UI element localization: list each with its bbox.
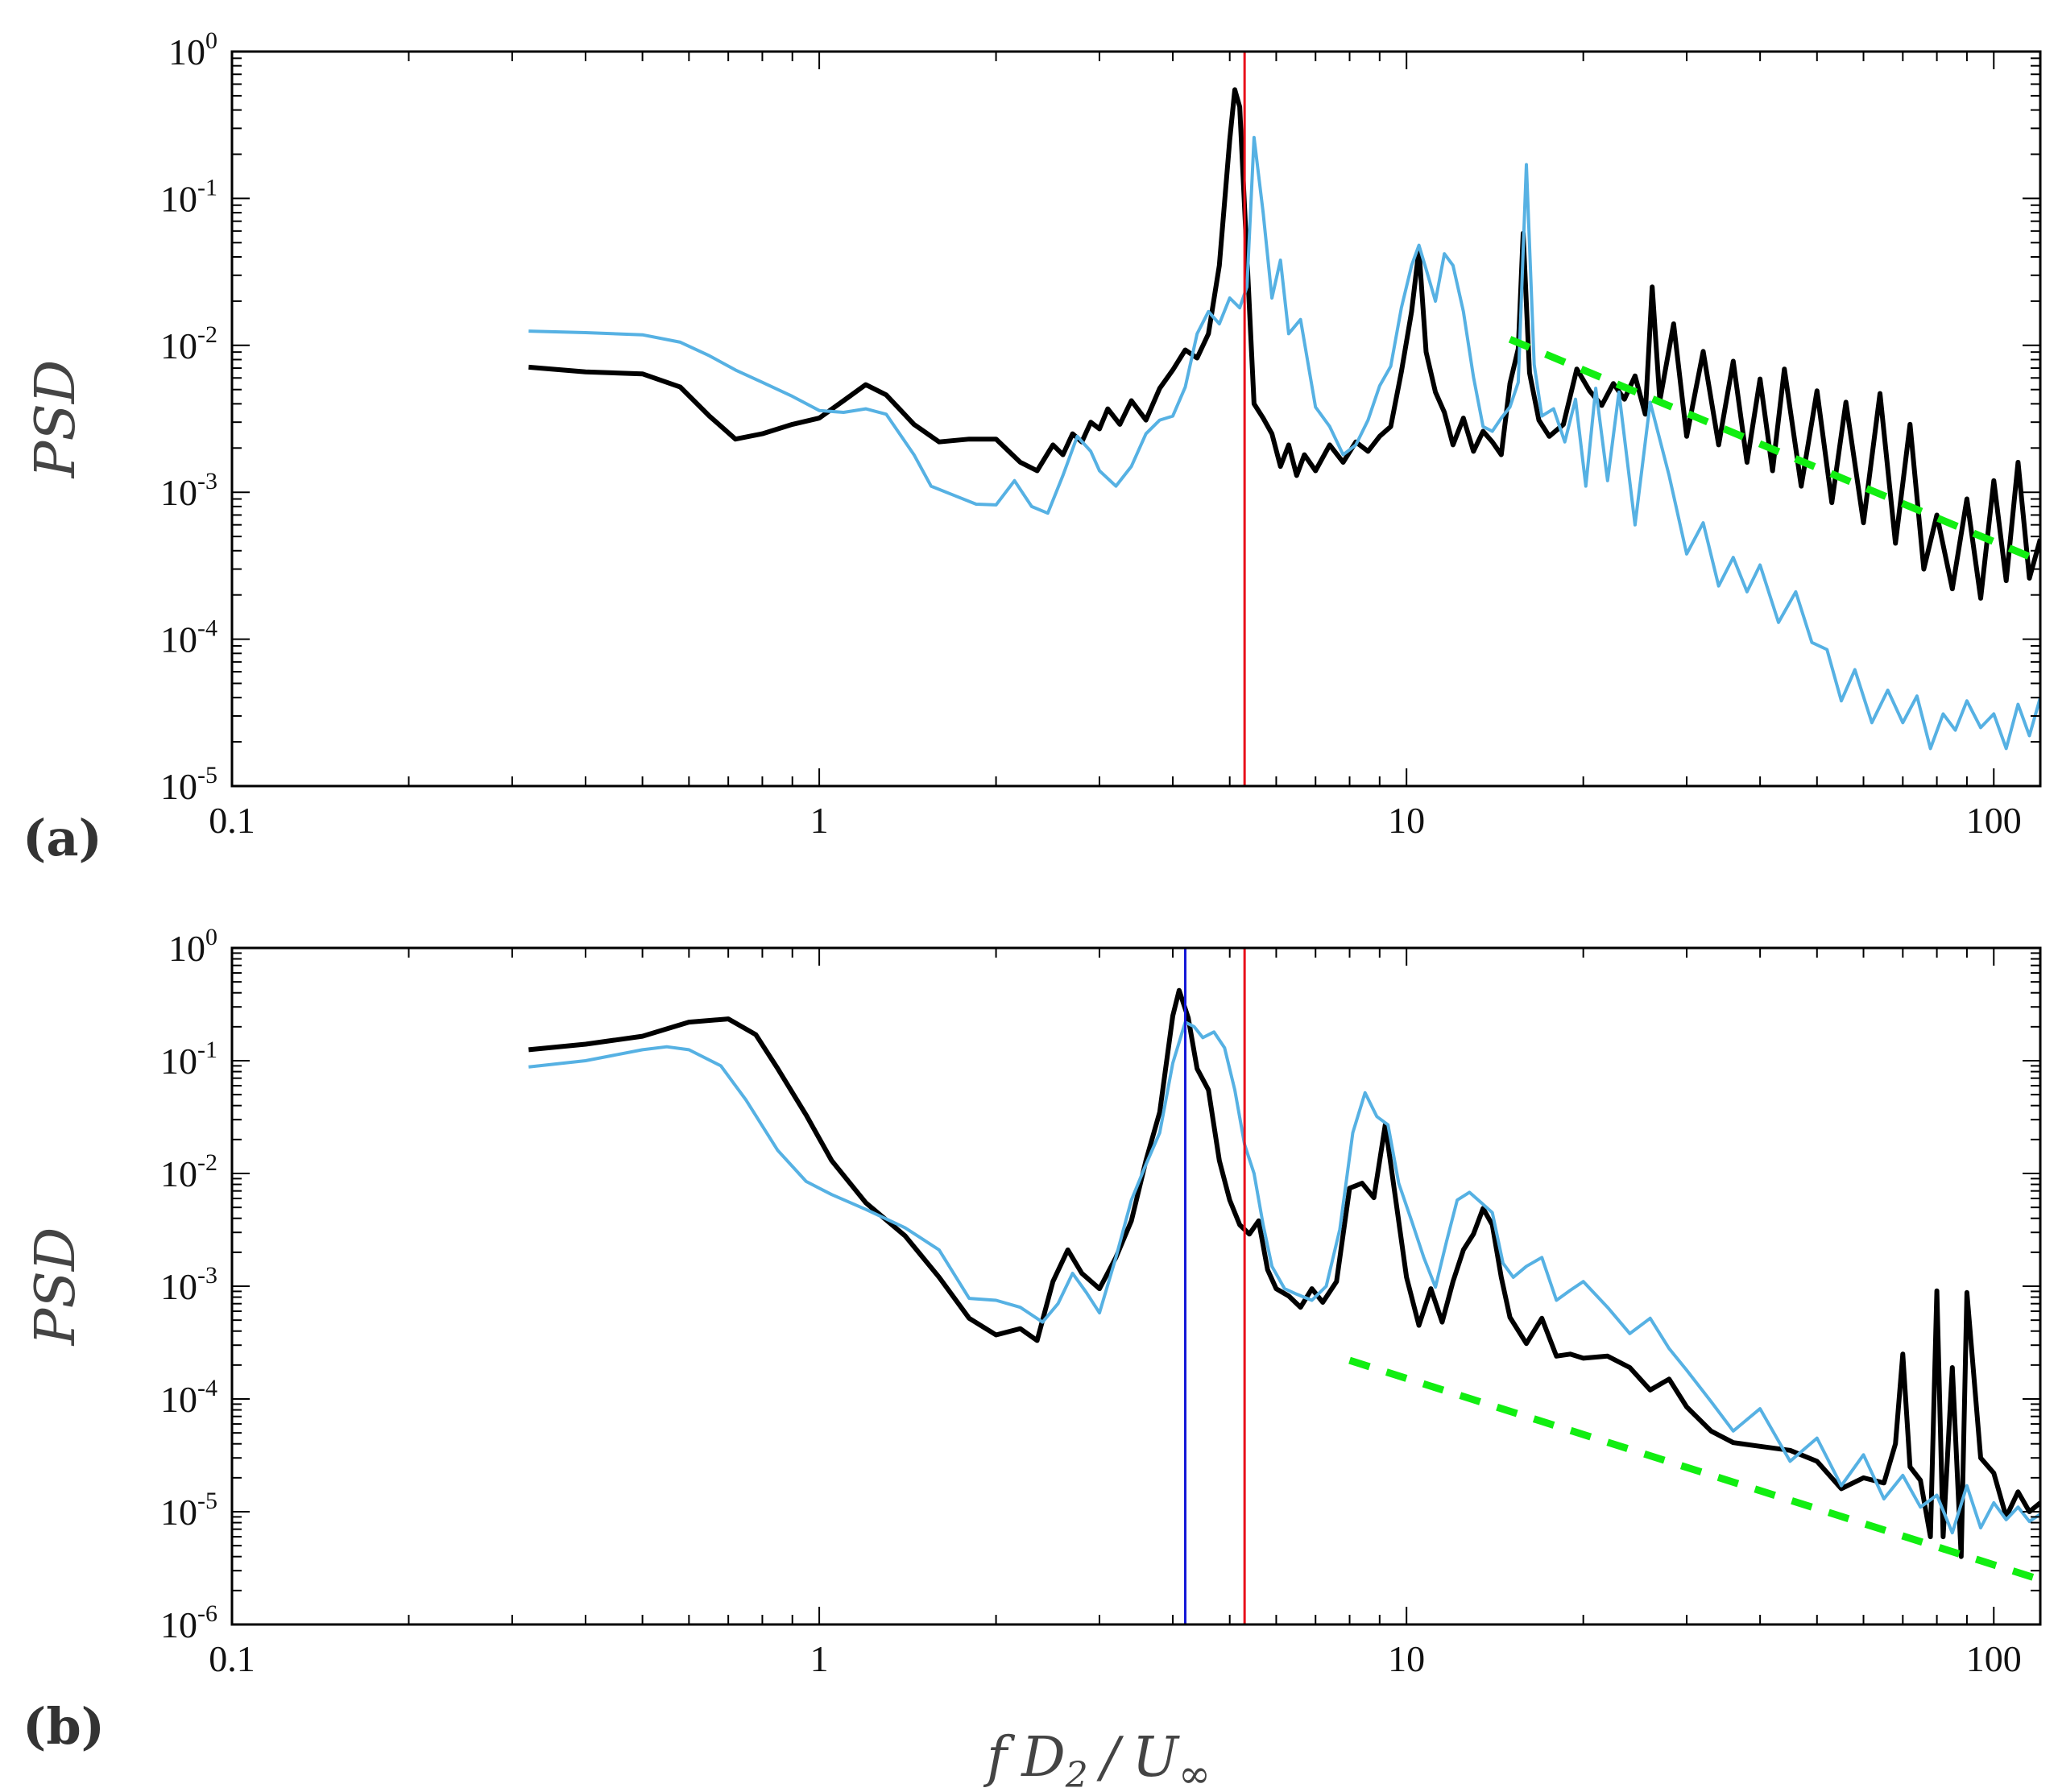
panel-a-plot-area bbox=[528, 52, 2040, 786]
panel-b-y-tick-label: 10-1 bbox=[160, 1037, 217, 1082]
y-tick-base: 10 bbox=[160, 766, 197, 807]
panel-a-y-tick-label: 10-1 bbox=[160, 174, 217, 219]
y-tick-base: 10 bbox=[160, 619, 197, 660]
y-tick-exponent: -1 bbox=[197, 174, 217, 201]
x-axis-label: f D2/U∞ bbox=[983, 1726, 1211, 1792]
y-tick-exponent: -4 bbox=[197, 1375, 217, 1401]
y-tick-base: 10 bbox=[160, 1492, 197, 1533]
y-tick-exponent: -2 bbox=[197, 321, 217, 348]
panel-b-series-group bbox=[528, 987, 2040, 1559]
panel-b-marker-lines bbox=[1183, 948, 1246, 1624]
panel-a-x-tick-label: 1 bbox=[810, 800, 829, 841]
panel-b-frame bbox=[230, 946, 2042, 1626]
panel-b-y-tick-label: 10-4 bbox=[160, 1375, 217, 1420]
y-tick-base: 10 bbox=[160, 1041, 197, 1082]
panel-a-fit-group bbox=[1508, 336, 2040, 565]
y-tick-base: 10 bbox=[160, 1153, 197, 1194]
panel-a-series-group bbox=[528, 87, 2040, 751]
panel-b-y-tick-label: 10-5 bbox=[160, 1488, 217, 1533]
x-axis-label-u: U bbox=[1133, 1726, 1181, 1790]
x-axis-label-d: D bbox=[1020, 1726, 1066, 1790]
y-tick-base: 10 bbox=[160, 472, 197, 513]
panel-b-x-tick-label: 10 bbox=[1388, 1638, 1425, 1679]
y-tick-exponent: -5 bbox=[197, 762, 217, 788]
y-tick-base: 10 bbox=[160, 1266, 197, 1307]
panel-b-y-tick-label: 10-2 bbox=[160, 1149, 217, 1194]
panel-a-y-tick-label: 10-3 bbox=[160, 468, 217, 513]
panel-b-y-tick-label: 10-3 bbox=[160, 1262, 217, 1307]
panel-a-frame bbox=[230, 50, 2042, 788]
panel-b-x-tick-label: 100 bbox=[1966, 1638, 2022, 1679]
panel-b-fit-line bbox=[1348, 1356, 2040, 1583]
y-tick-exponent: 0 bbox=[205, 27, 217, 54]
y-tick-exponent: -4 bbox=[197, 615, 217, 642]
y-tick-base: 10 bbox=[160, 1604, 197, 1645]
y-tick-base: 10 bbox=[160, 325, 197, 366]
panel-b-plot-area bbox=[528, 948, 2040, 1624]
panel-a-blue-series bbox=[528, 135, 2040, 751]
y-tick-base: 10 bbox=[160, 178, 197, 219]
y-tick-base: 10 bbox=[168, 31, 205, 72]
y-tick-exponent: -5 bbox=[197, 1488, 217, 1514]
y-tick-exponent: -3 bbox=[197, 1262, 217, 1289]
panel-b-tag: (b) bbox=[23, 1697, 105, 1756]
panel-a-y-tick-label: 10-5 bbox=[160, 762, 217, 807]
panel-b-ylabel: PSD bbox=[24, 1227, 88, 1347]
y-tick-base: 10 bbox=[168, 928, 205, 969]
panel-b-fit-group bbox=[1348, 1356, 2040, 1583]
y-tick-base: 10 bbox=[160, 1379, 197, 1420]
panel-a-x-tick-label: 0.1 bbox=[209, 800, 255, 841]
panel-b-blue-series bbox=[528, 1020, 2040, 1535]
x-axis-label-f: f bbox=[983, 1726, 1016, 1790]
y-tick-exponent: -1 bbox=[197, 1037, 217, 1063]
panel-b-black-series bbox=[528, 987, 2040, 1559]
x-axis-label-inf: ∞ bbox=[1178, 1752, 1211, 1792]
y-tick-exponent: 0 bbox=[205, 924, 217, 950]
panel-a-y-tick-label: 10-4 bbox=[160, 615, 217, 660]
panel-b-x-tick-label: 0.1 bbox=[209, 1638, 255, 1679]
y-tick-exponent: -2 bbox=[197, 1149, 217, 1176]
x-axis-label-sub: 2 bbox=[1065, 1755, 1088, 1792]
panel-a-black-series bbox=[528, 87, 2040, 601]
panel-b-y-tick-label: 10-6 bbox=[160, 1600, 217, 1645]
panel-a-x-tick-label: 10 bbox=[1388, 800, 1425, 841]
y-tick-exponent: -6 bbox=[197, 1600, 217, 1627]
panel-a-y-tick-label: 10-2 bbox=[160, 321, 217, 366]
panel-a-tag: (a) bbox=[23, 809, 102, 867]
panel-b-x-tick-label: 1 bbox=[810, 1638, 829, 1679]
panel-a-fit-line bbox=[1508, 336, 2040, 565]
panel-a-y-tick-label: 100 bbox=[168, 27, 217, 72]
x-axis-label-slash: / bbox=[1096, 1726, 1124, 1790]
panel-b-y-tick-label: 100 bbox=[168, 924, 217, 969]
y-tick-exponent: -3 bbox=[197, 468, 217, 495]
panel-a-x-tick-label: 100 bbox=[1966, 800, 2022, 841]
panel-a-ylabel: PSD bbox=[24, 360, 88, 480]
